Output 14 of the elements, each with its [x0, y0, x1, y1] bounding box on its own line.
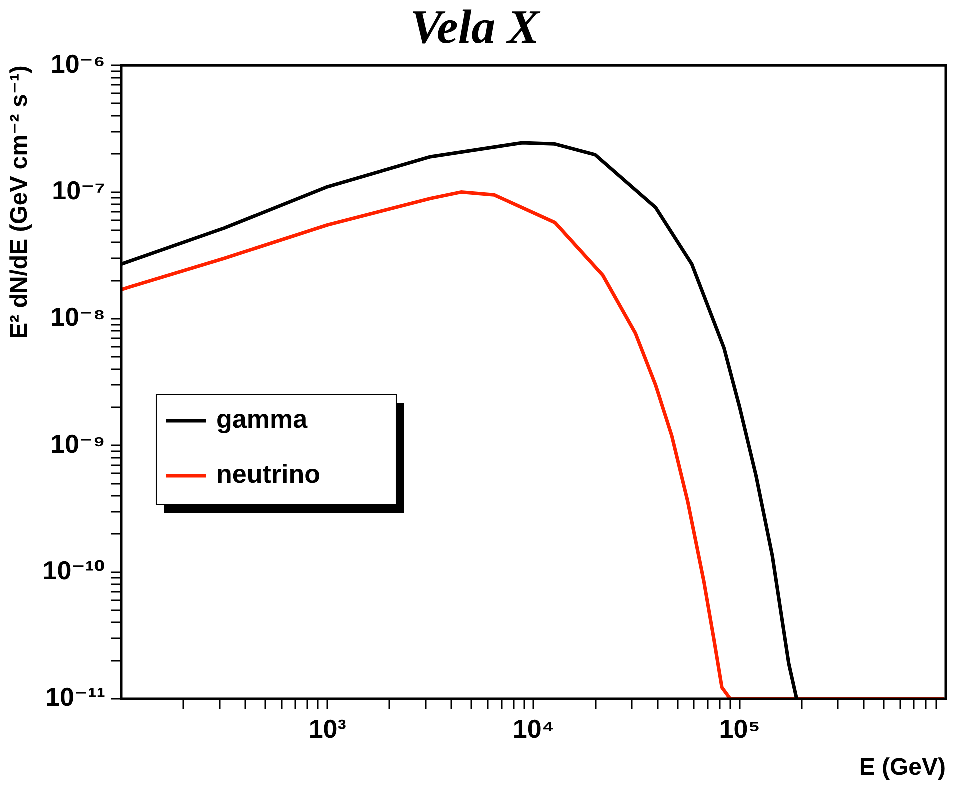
x-tick-label: 10³ [308, 714, 347, 744]
y-tick-label: 10⁻⁸ [50, 302, 106, 332]
y-tick-label: 10⁻⁹ [50, 428, 106, 459]
y-tick-label: 10⁻¹¹ [46, 682, 106, 712]
x-tick-label: 10⁵ [719, 714, 760, 744]
legend-label: gamma [216, 404, 308, 434]
legend-label: neutrino [216, 459, 320, 490]
y-tick-label: 10⁻⁷ [52, 175, 106, 206]
x-tick-label: 10⁴ [512, 714, 555, 744]
chart-title: Vela X [410, 1, 541, 54]
x-axis-title: E (GeV) [859, 754, 946, 782]
y-tick-label: 10⁻¹⁰ [42, 555, 106, 586]
y-tick-label: 10⁻⁶ [50, 48, 106, 79]
y-axis-title: E² dN/dE (GeV cm⁻² s⁻¹) [6, 66, 34, 339]
